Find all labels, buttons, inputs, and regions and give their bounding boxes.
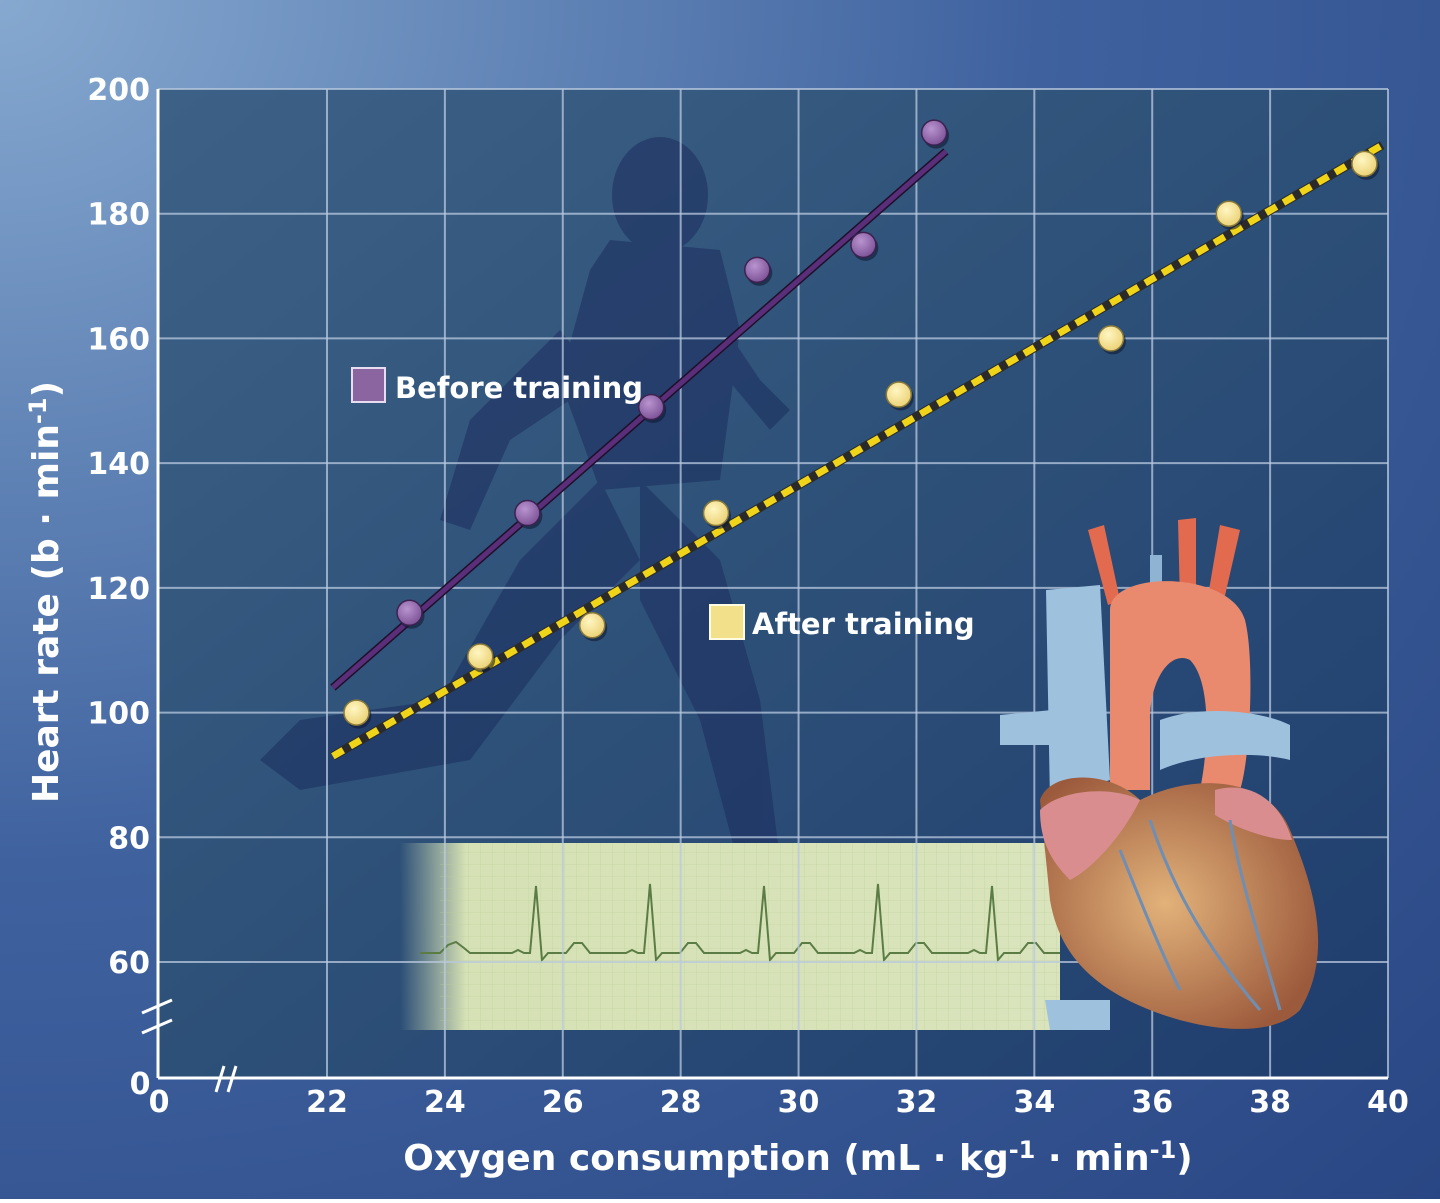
point-after xyxy=(579,612,606,639)
point-after xyxy=(702,499,730,527)
legend-before: Before training xyxy=(351,367,643,405)
legend-swatch-before xyxy=(351,367,386,403)
x-tick-label: 40 xyxy=(1367,1085,1409,1120)
y-tick-label: 200 xyxy=(87,73,150,108)
x-tick-labels: 22 24 26 28 30 32 34 36 38 40 xyxy=(306,1085,1409,1120)
y-tick-label: 120 xyxy=(87,572,150,607)
point-before xyxy=(744,256,771,284)
fit-line-before xyxy=(331,149,948,690)
x-tick-label: 26 xyxy=(542,1085,584,1120)
x-zero-label: 0 xyxy=(149,1085,170,1120)
x-axis-break xyxy=(214,1065,226,1093)
y-axis-title: Heart rate (b · min-1) xyxy=(24,381,67,803)
point-after xyxy=(1097,325,1125,352)
legend-swatch-after xyxy=(709,604,745,640)
point-before xyxy=(637,393,665,421)
y-tick-label: 160 xyxy=(87,322,150,357)
x-tick-label: 28 xyxy=(660,1085,702,1120)
x-tick-label: 24 xyxy=(424,1085,466,1120)
axes xyxy=(141,89,1388,1093)
point-before xyxy=(514,499,541,527)
x-tick-label: 36 xyxy=(1131,1085,1173,1120)
x-tick-label: 32 xyxy=(896,1085,938,1120)
y-axis-break xyxy=(141,998,173,1015)
point-before xyxy=(920,119,948,146)
x-tick-label: 22 xyxy=(306,1085,348,1120)
series-layer xyxy=(330,119,1385,761)
grid xyxy=(158,88,1389,1078)
x-tick-label: 38 xyxy=(1249,1085,1291,1120)
y-tick-label: 140 xyxy=(87,447,150,482)
y-tick-label: 60 xyxy=(108,946,150,981)
point-after xyxy=(1215,200,1243,227)
y-tick-label: 80 xyxy=(108,821,150,856)
point-after xyxy=(1351,150,1378,178)
y-tick-labels: 60 80 100 120 140 160 180 200 xyxy=(87,73,150,981)
point-before xyxy=(850,231,877,259)
point-after xyxy=(885,381,913,408)
x-tick-label: 30 xyxy=(778,1085,820,1120)
legend-label-after: After training xyxy=(752,607,975,641)
legend-label-before: Before training xyxy=(395,371,643,405)
point-before xyxy=(396,599,423,627)
y-tick-label: 180 xyxy=(87,198,150,233)
x-axis-title: Oxygen consumption (mL · kg-1 · min-1) xyxy=(403,1136,1193,1179)
point-after xyxy=(467,643,494,670)
y-tick-label: 100 xyxy=(87,697,150,732)
heart-illustration xyxy=(1000,518,1319,1030)
fit-line-after xyxy=(331,142,1384,760)
y-zero-label: 0 xyxy=(130,1067,151,1102)
point-after xyxy=(343,699,370,726)
legend-after: After training xyxy=(709,604,975,641)
ecg-strip-illustration xyxy=(400,843,1060,1030)
x-tick-label: 34 xyxy=(1013,1085,1055,1120)
